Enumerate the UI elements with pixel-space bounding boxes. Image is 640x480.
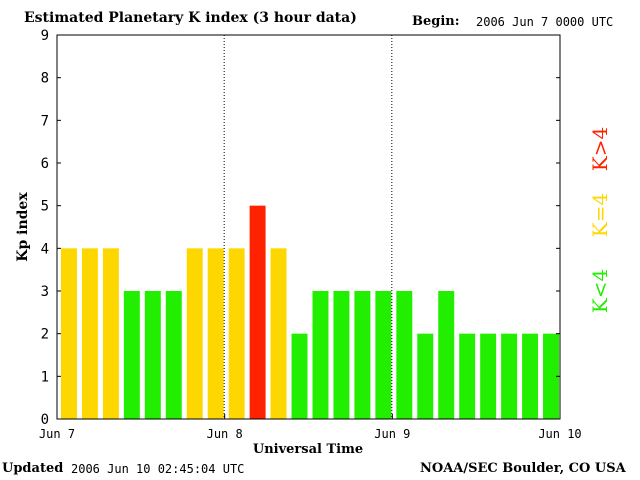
plot-frame <box>56 34 561 420</box>
kp-bar <box>144 291 161 419</box>
kp-bar <box>123 291 140 419</box>
kp-bar <box>480 333 497 419</box>
y-tick-label: 3 <box>41 284 49 300</box>
kp-bar <box>522 333 539 419</box>
y-tick-label: 0 <box>41 412 49 428</box>
legend-high: K>4 <box>588 126 612 172</box>
y-tick-label: 9 <box>41 28 49 44</box>
x-tick-label: Jun 7 <box>39 427 75 441</box>
kp-bar <box>417 333 434 419</box>
kp-bar <box>270 248 287 419</box>
kp-bar <box>207 248 224 419</box>
y-tick-label: 8 <box>41 71 49 87</box>
y-tick-label: 4 <box>41 241 49 257</box>
x-tick-label: Jun 9 <box>374 427 410 441</box>
y-axis-label: Kp index <box>15 192 31 262</box>
kp-bar <box>61 248 77 419</box>
updated-label: Updated <box>2 461 64 476</box>
legend-mid: K=4 <box>588 192 612 238</box>
y-tick-label: 7 <box>41 113 49 129</box>
x-tick-label: Jun 10 <box>538 427 581 441</box>
y-tick-label: 6 <box>41 156 49 172</box>
chart-title: Estimated Planetary K index (3 hour data… <box>24 10 357 26</box>
kp-bar <box>354 291 371 419</box>
kp-bar <box>312 291 329 419</box>
kp-bar <box>81 248 98 419</box>
kp-bar <box>396 291 413 419</box>
kp-bar <box>249 205 266 419</box>
kp-bar <box>186 248 203 419</box>
begin-label: Begin: <box>412 14 460 29</box>
kp-bar <box>102 248 119 419</box>
y-tick-label: 5 <box>41 199 49 215</box>
kp-bar <box>438 291 455 419</box>
y-tick-label: 2 <box>41 327 49 343</box>
kp-bar <box>291 333 308 419</box>
source-credit: NOAA/SEC Boulder, CO USA <box>420 461 626 476</box>
updated-value: 2006 Jun 10 02:45:04 UTC <box>71 462 245 476</box>
kp-bar <box>333 291 350 419</box>
kp-bar <box>228 248 245 419</box>
kp-bar <box>459 333 476 419</box>
kp-bar <box>165 291 182 419</box>
legend-low: K<4 <box>588 268 612 314</box>
y-tick-label: 1 <box>41 369 49 385</box>
kp-bar <box>501 333 518 419</box>
begin-value: 2006 Jun 7 0000 UTC <box>476 15 614 29</box>
x-tick-label: Jun 8 <box>207 427 243 441</box>
kp-bar <box>375 291 392 419</box>
kp-bar <box>543 333 559 419</box>
x-axis-label: Universal Time <box>253 442 363 457</box>
